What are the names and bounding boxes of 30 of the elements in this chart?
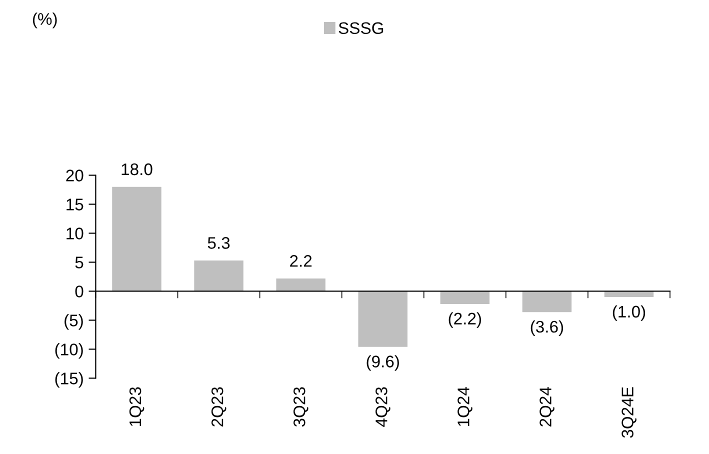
y-tick-label: 5: [75, 256, 84, 268]
bar: [112, 186, 162, 292]
data-label: (9.6): [366, 355, 399, 371]
y-tick-label: (10): [55, 343, 83, 359]
legend-label: SSSG: [338, 22, 384, 34]
y-tick-label: 15: [66, 198, 84, 210]
x-tick-label: 1Q24: [458, 387, 472, 426]
y-tick-label: 0: [75, 286, 84, 298]
data-label: (2.2): [448, 312, 482, 328]
x-tick-label: 1Q23: [129, 387, 144, 426]
bar: [440, 291, 490, 304]
x-tick-label: 3Q24E: [622, 387, 636, 438]
data-label: 18.0: [122, 163, 152, 176]
text: (%): [32, 12, 57, 28]
data-label: 5.3: [208, 237, 230, 249]
x-tick-label: 2Q24: [540, 387, 554, 426]
x-tick-label: 3Q23: [293, 387, 308, 427]
data-label: (1.0): [612, 305, 646, 321]
x-tick-label: 4Q23: [376, 387, 390, 427]
y-tick-label: 20: [66, 170, 84, 182]
data-label: 2.2: [290, 255, 312, 267]
y-tick-label: 10: [66, 228, 84, 240]
bar: [194, 260, 244, 292]
bar: [358, 291, 408, 347]
y-tick-label: (15): [55, 372, 83, 388]
data-label: (3.6): [530, 320, 564, 336]
x-tick-label: 2Q23: [211, 387, 226, 426]
bar: [276, 278, 326, 292]
y-tick-label: (5): [64, 314, 83, 330]
bar: [522, 291, 572, 312]
